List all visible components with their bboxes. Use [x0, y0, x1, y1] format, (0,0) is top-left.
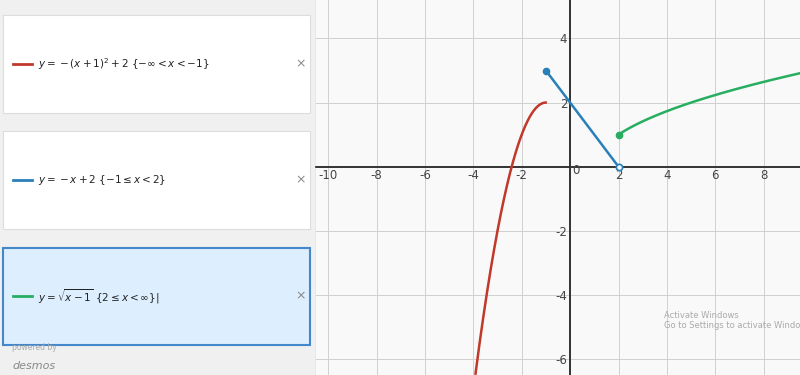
FancyBboxPatch shape [3, 248, 310, 345]
FancyBboxPatch shape [3, 15, 310, 112]
Text: 0: 0 [572, 164, 579, 177]
Text: ×: × [295, 174, 306, 186]
Text: $y = -(x+1)^2+2\ \{-\infty < x < -1\}$: $y = -(x+1)^2+2\ \{-\infty < x < -1\}$ [38, 56, 210, 72]
Text: powered by: powered by [12, 344, 57, 352]
Text: ×: × [295, 290, 306, 303]
Text: desmos: desmos [12, 361, 55, 371]
Text: ×: × [295, 57, 306, 70]
Text: Activate Windows
Go to Settings to activate Windows.: Activate Windows Go to Settings to activ… [665, 310, 800, 330]
Text: $y = \sqrt{x-1}\ \{2 \leq x < \infty\}|$: $y = \sqrt{x-1}\ \{2 \leq x < \infty\}|$ [38, 287, 159, 306]
FancyBboxPatch shape [3, 131, 310, 229]
Text: $y = -x+2\ \{-1 \leq x < 2\}$: $y = -x+2\ \{-1 \leq x < 2\}$ [38, 173, 166, 187]
